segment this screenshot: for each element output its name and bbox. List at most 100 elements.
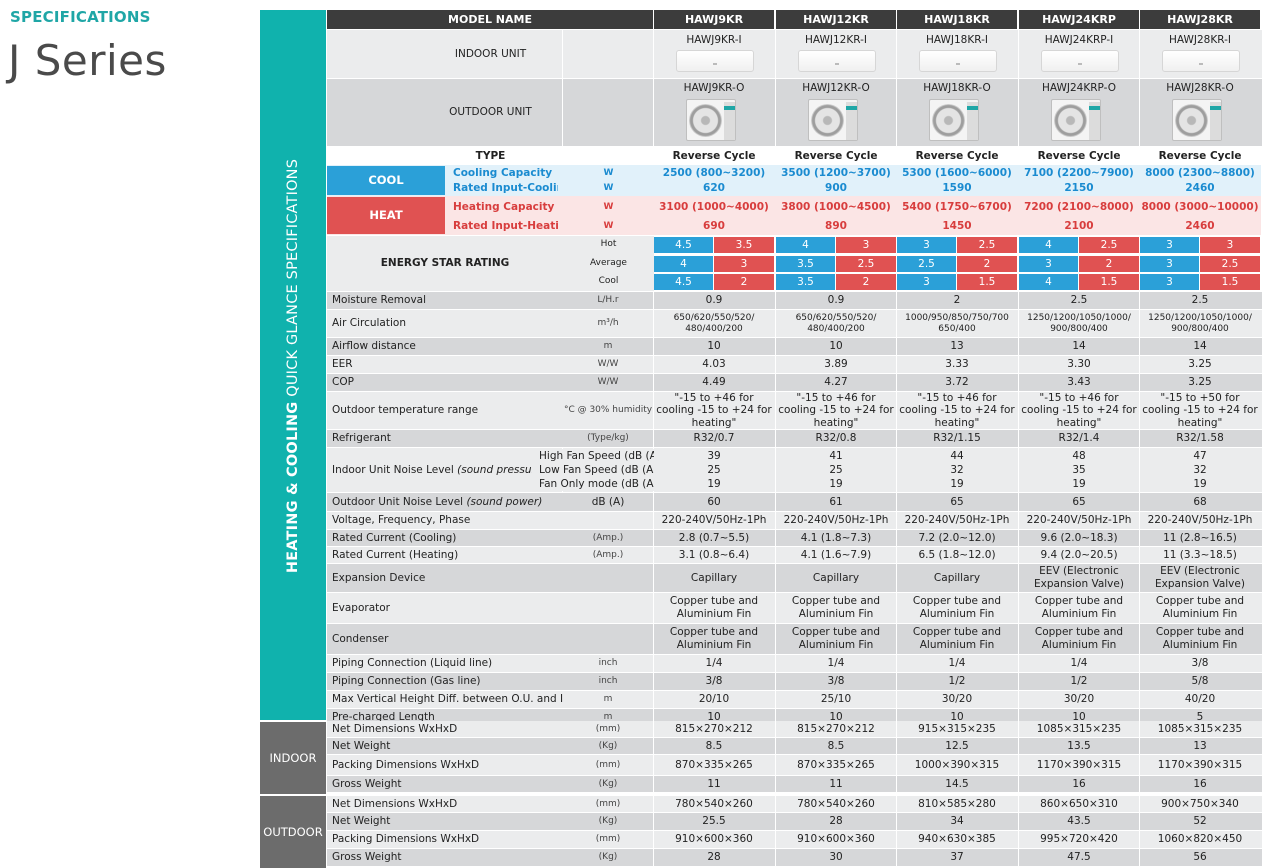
spec-value: 47.5 — [1019, 849, 1139, 866]
spec-unit: (Type/kg) — [563, 430, 653, 447]
spec-label: Voltage, Frequency, Phase — [327, 512, 563, 529]
energy-star-cool-value: 3 — [897, 237, 956, 253]
series-title: J Series — [8, 36, 167, 85]
grid-line — [1139, 374, 1140, 391]
grid-line — [775, 338, 776, 355]
spec-unit: m — [563, 691, 653, 708]
outdoor-unit-image — [686, 99, 736, 141]
grid-line — [775, 776, 776, 792]
grid-line — [653, 374, 654, 391]
indoor-noise-value: 35 — [1019, 463, 1139, 477]
model-name-4: HAWJ28KR — [1140, 10, 1260, 29]
rated-input-heating-value: 690 — [703, 219, 725, 232]
indoor-noise-value: 25 — [776, 463, 896, 477]
cool-unit: W — [603, 168, 614, 179]
grid-line — [653, 547, 654, 563]
spec-label: Net Dimensions WxHxD — [327, 796, 563, 812]
grid-line — [1139, 709, 1140, 725]
heating-capacity-value: 3100 (1000~4000) — [659, 201, 769, 214]
spec-unit: (mm) — [563, 796, 653, 812]
spec-value: 1170×390×315 — [1140, 755, 1260, 775]
grid-line — [896, 30, 897, 78]
grid-line — [896, 392, 897, 429]
spec-value: 4.1 (1.6~7.9) — [776, 547, 896, 563]
outdoor-noise-value: 68 — [1140, 493, 1260, 511]
spec-value: 14 — [1019, 338, 1139, 355]
grid-line — [1139, 691, 1140, 708]
spec-value: 915×315×235 — [897, 721, 1017, 737]
grid-line — [653, 338, 654, 355]
outdoor-noise-value: 65 — [897, 493, 1017, 511]
indoor-unit-name: HAWJ9KR-I — [686, 34, 742, 46]
grid-line — [1018, 721, 1019, 737]
grid-line — [896, 356, 897, 373]
spec-label: Evaporator — [327, 593, 563, 623]
grid-line — [1018, 356, 1019, 373]
outdoor-unit-image — [1172, 99, 1222, 141]
grid-line — [653, 310, 654, 337]
spec-value: 3/8 — [776, 673, 896, 690]
spec-label: COP — [327, 374, 563, 391]
cooling-capacity-value: 8000 (2300~8800) — [1145, 167, 1255, 180]
grid-line — [896, 79, 897, 146]
spec-value: R32/0.8 — [776, 430, 896, 447]
spec-value: R32/1.15 — [897, 430, 1017, 447]
spec-value: 13 — [897, 338, 1017, 355]
sidebar-outdoor: OUTDOOR — [260, 796, 326, 868]
grid-line — [775, 755, 776, 775]
model-name-label: MODEL NAME — [327, 10, 653, 29]
grid-line — [775, 738, 776, 754]
rated-input-cooling-value: 620 — [703, 181, 725, 194]
spec-value: 780×540×260 — [654, 796, 774, 812]
fan-icon — [1054, 104, 1087, 137]
energy-star-cool-value: 4 — [776, 237, 835, 253]
spec-label: Piping Connection (Gas line) — [327, 673, 563, 690]
grid-line — [653, 691, 654, 708]
spec-value: 3.72 — [897, 374, 1017, 391]
indoor-unit-image — [798, 50, 876, 72]
grid-line — [896, 796, 897, 812]
grid-line — [896, 564, 897, 592]
grid-line — [1139, 79, 1140, 146]
indoor-noise-value: 19 — [654, 477, 774, 491]
spec-value: 11 (3.3~18.5) — [1140, 547, 1260, 563]
grid-line — [1139, 430, 1140, 447]
grid-line — [896, 673, 897, 690]
noise-sub-label: Fan Only mode (dB (A)) — [534, 477, 654, 491]
outdoor-noise-unit: dB (A) — [563, 493, 653, 511]
grid-line — [653, 755, 654, 775]
spec-value: Copper tube and Aluminium Fin — [1140, 624, 1260, 654]
grid-line — [653, 30, 654, 78]
spec-value: 650/620/550/520/ 480/400/200 — [654, 310, 774, 337]
spec-value: 3.1 (0.8~6.4) — [654, 547, 774, 563]
spec-value: 16 — [1019, 776, 1139, 792]
grid-line — [896, 738, 897, 754]
indoor-unit-label: INDOOR UNIT — [327, 30, 654, 78]
unit-side-panel — [1089, 102, 1100, 140]
spec-value: Copper tube and Aluminium Fin — [654, 593, 774, 623]
spec-value: 9.4 (2.0~20.5) — [1019, 547, 1139, 563]
spec-unit: (mm) — [563, 721, 653, 737]
spec-value: 4.27 — [776, 374, 896, 391]
spec-value: 30/20 — [1019, 691, 1139, 708]
indoor-noise-value: 19 — [1019, 477, 1139, 491]
grid-line — [1018, 796, 1019, 812]
spec-label: Gross Weight — [327, 849, 563, 866]
outdoor-unit-name: HAWJ28KR-O — [1166, 82, 1234, 94]
grid-line — [1018, 776, 1019, 792]
spec-value: 8.5 — [776, 738, 896, 754]
grid-line — [1018, 564, 1019, 592]
grid-line — [1139, 530, 1140, 546]
grid-line — [896, 310, 897, 337]
grid-line — [653, 721, 654, 737]
indoor-noise-value: 47 — [1140, 449, 1260, 463]
spec-value: 910×600×360 — [776, 831, 896, 848]
grid-line — [653, 813, 654, 830]
spec-value: "-15 to +46 for cooling -15 to +24 for h… — [654, 392, 774, 429]
spec-unit: (mm) — [563, 755, 653, 775]
grid-line — [1018, 655, 1019, 672]
noise-sub-label: Low Fan Speed (dB (A)) — [534, 463, 654, 477]
spec-value: 815×270×212 — [654, 721, 774, 737]
spec-value: 220-240V/50Hz-1Ph — [1019, 512, 1139, 529]
